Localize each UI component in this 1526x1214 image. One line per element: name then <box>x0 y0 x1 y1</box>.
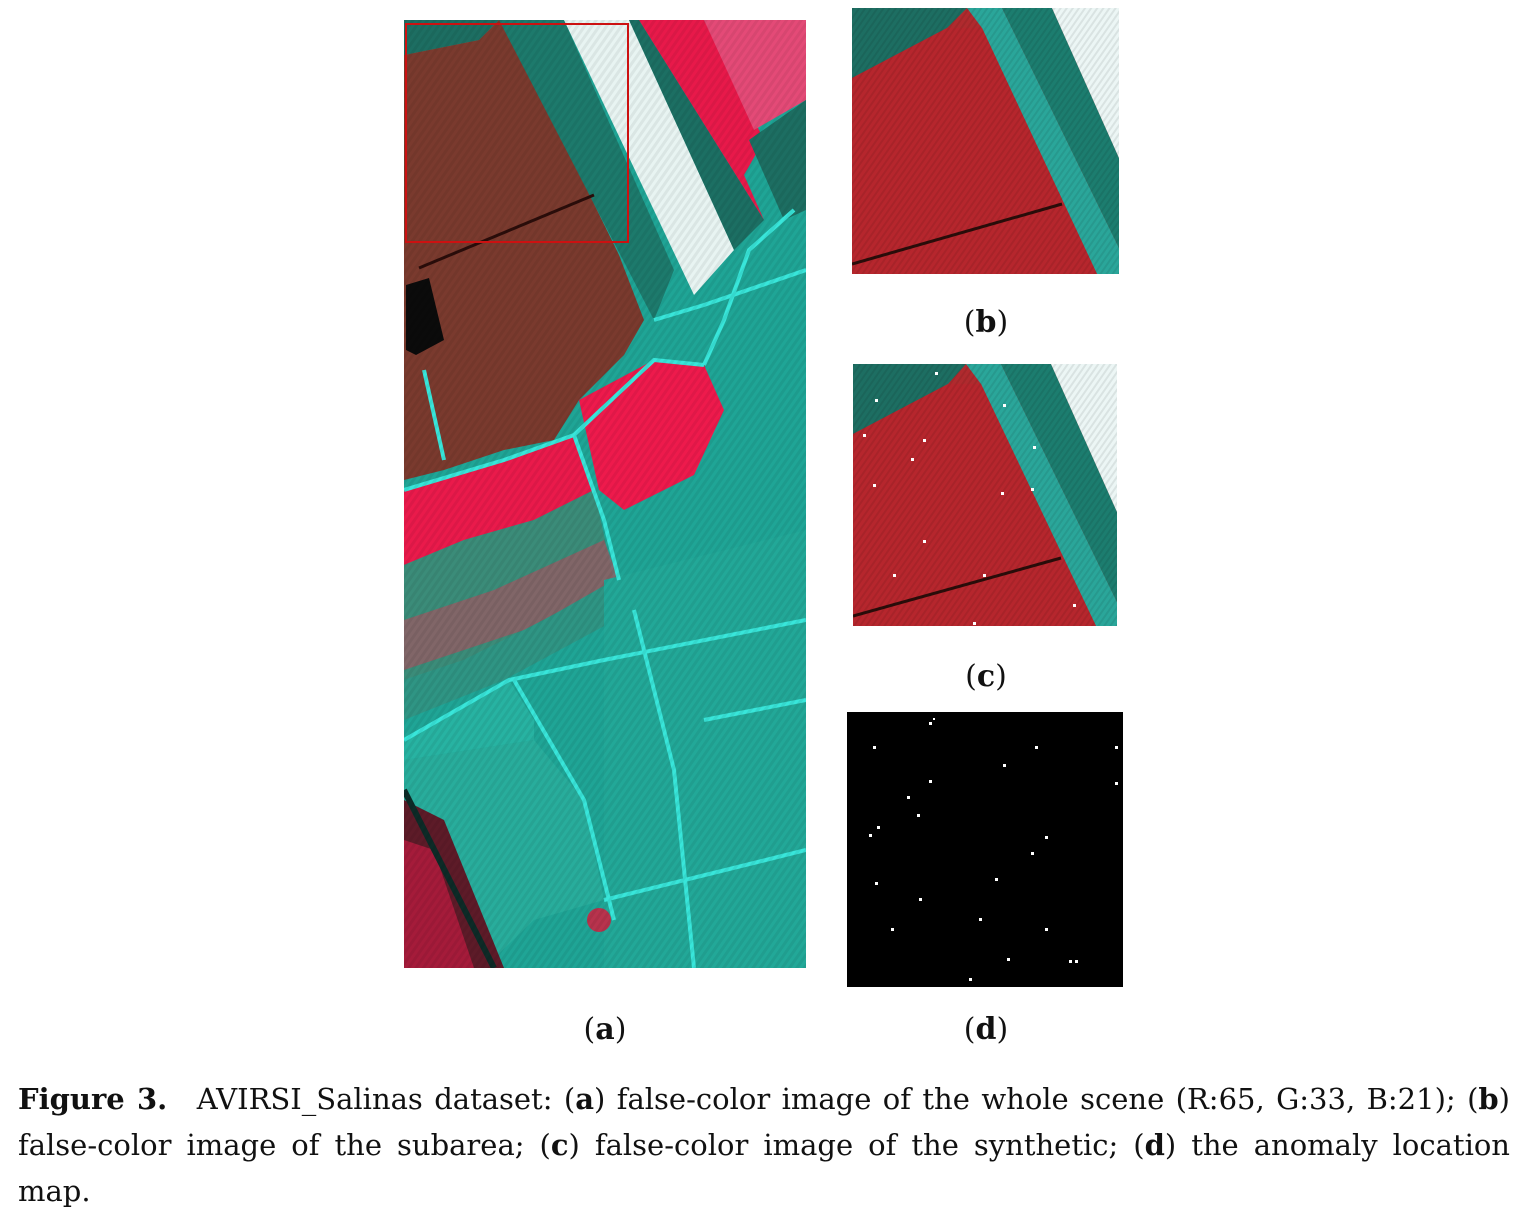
figure-caption: Figure 3. AVIRSI_Salinas dataset: (a) fa… <box>18 1082 1510 1208</box>
whole-scene-image <box>404 20 806 968</box>
panel-b-label: (b) <box>963 305 1009 340</box>
synthetic-image <box>853 364 1117 626</box>
panel-a-label: (a) <box>583 1012 627 1047</box>
figure-number: Figure 3. <box>18 1082 168 1116</box>
anomaly-location-map <box>847 712 1123 987</box>
panel-c-label: (c) <box>965 659 1007 694</box>
panel-d-label: (d) <box>963 1012 1009 1047</box>
subarea-image <box>852 8 1119 274</box>
